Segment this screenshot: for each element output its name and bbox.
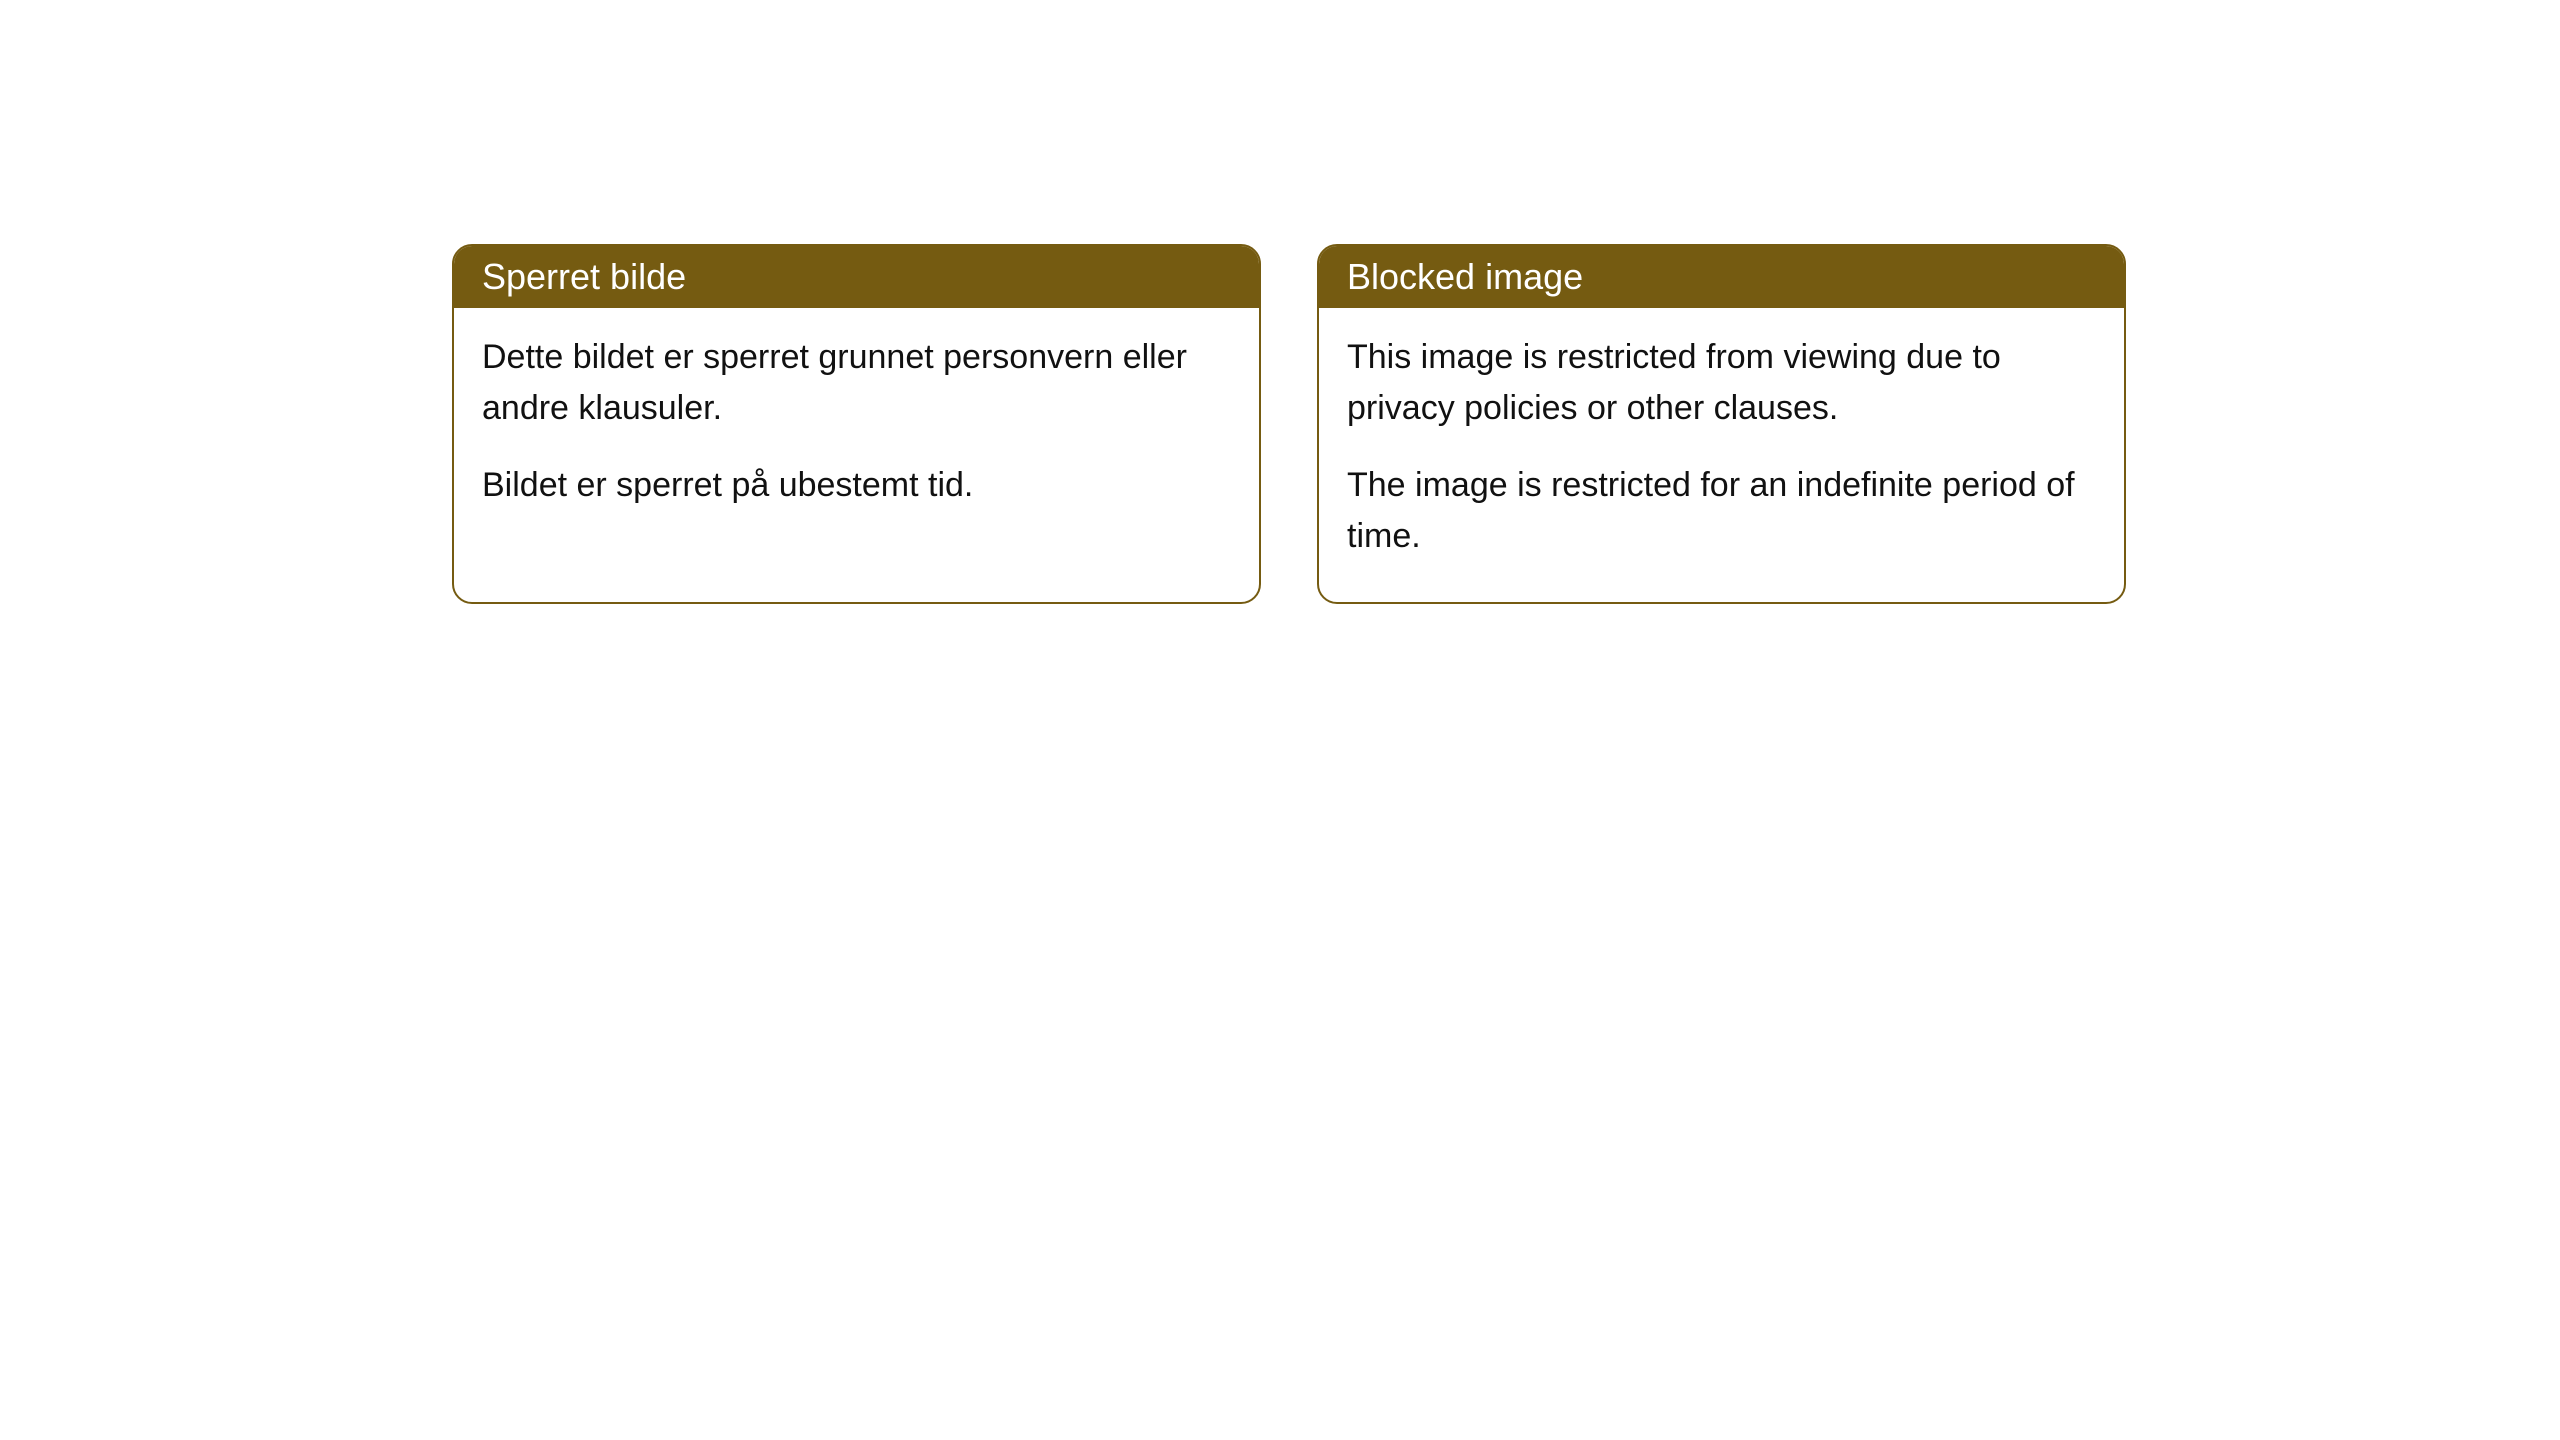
card-paragraph: The image is restricted for an indefinit… — [1347, 460, 2096, 562]
card-header-english: Blocked image — [1319, 246, 2124, 308]
card-body-norwegian: Dette bildet er sperret grunnet personve… — [454, 308, 1259, 551]
card-paragraph: This image is restricted from viewing du… — [1347, 332, 2096, 434]
card-body-english: This image is restricted from viewing du… — [1319, 308, 2124, 602]
card-norwegian: Sperret bilde Dette bildet er sperret gr… — [452, 244, 1261, 604]
card-paragraph: Bildet er sperret på ubestemt tid. — [482, 460, 1231, 511]
card-paragraph: Dette bildet er sperret grunnet personve… — [482, 332, 1231, 434]
cards-container: Sperret bilde Dette bildet er sperret gr… — [452, 244, 2126, 604]
card-english: Blocked image This image is restricted f… — [1317, 244, 2126, 604]
card-header-norwegian: Sperret bilde — [454, 246, 1259, 308]
